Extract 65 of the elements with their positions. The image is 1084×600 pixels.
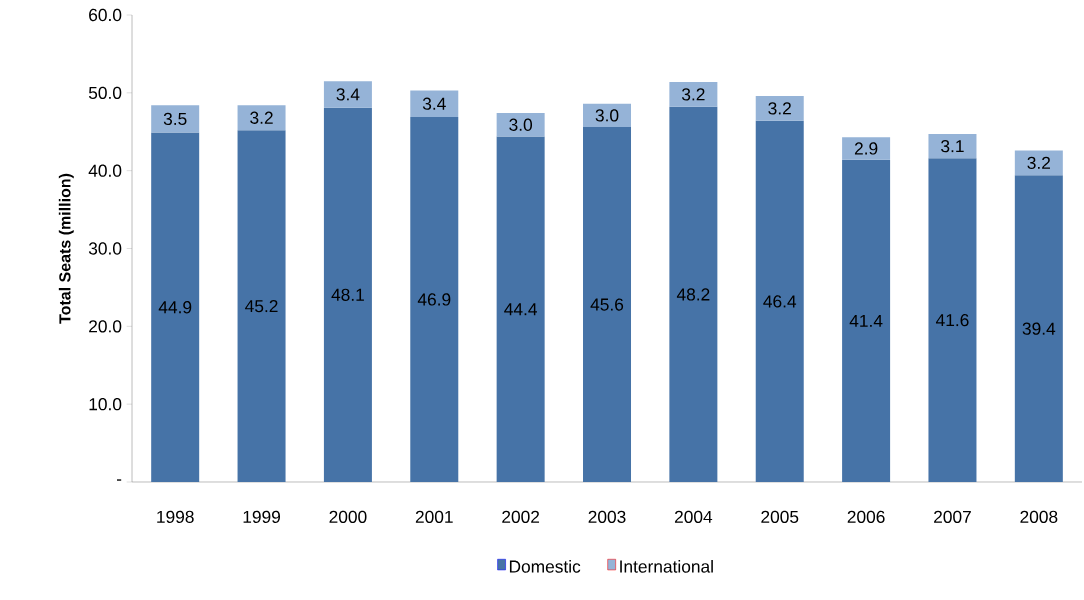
data-label: 3.2 [1027, 156, 1050, 170]
bar [496, 136, 545, 482]
data-label: 44.4 [504, 303, 538, 316]
bar [755, 95, 804, 121]
data-label: 2.9 [854, 142, 878, 155]
x-tick-label: 2008 [1020, 510, 1058, 523]
bar [151, 105, 200, 133]
x-tick-label: 1998 [157, 510, 194, 523]
y-tick-label: 40.0 [88, 164, 122, 177]
data-label: 46.4 [763, 295, 797, 308]
data-label: 41.4 [849, 314, 883, 327]
data-label: 3.0 [509, 118, 533, 131]
y-tick-label: 60.0 [89, 8, 122, 22]
bar [323, 107, 372, 482]
bar [410, 90, 459, 117]
data-label: 44.9 [158, 301, 192, 314]
data-label: 41.6 [935, 313, 969, 327]
bar [583, 127, 632, 482]
y-axis-title: Total Seats (million) [58, 173, 74, 324]
data-label: 48.1 [331, 288, 364, 301]
bar [496, 113, 545, 137]
data-label: 3.4 [336, 88, 360, 101]
data-label: 3.0 [595, 109, 619, 122]
x-tick-label: 2001 [415, 510, 453, 523]
data-label: 3.5 [163, 112, 187, 126]
x-tick-label: 2005 [761, 510, 799, 523]
bar [928, 134, 977, 159]
data-label: 3.1 [941, 140, 964, 153]
bar [1014, 150, 1063, 176]
bar [323, 81, 372, 108]
data-label: 45.6 [590, 298, 624, 311]
data-label: 39.4 [1022, 322, 1056, 335]
legend-label: International [620, 559, 713, 573]
x-tick-label: 2007 [934, 510, 971, 523]
data-label: 3.4 [422, 97, 446, 110]
y-tick-label: 10.0 [89, 398, 122, 411]
bar [237, 130, 286, 482]
data-label: 3.2 [681, 88, 705, 101]
bar [237, 105, 286, 131]
data-label: 45.2 [245, 299, 278, 313]
bar [583, 103, 632, 128]
legend-label: Domestic [509, 559, 581, 573]
data-label: 3.2 [250, 111, 273, 124]
data-label: 3.2 [768, 102, 791, 115]
bar [410, 116, 459, 482]
y-tick-label: 30.0 [88, 242, 122, 255]
bar [151, 132, 200, 482]
x-tick-label: 2000 [329, 510, 367, 523]
y-tick-label: - [116, 479, 122, 481]
bar [669, 106, 718, 482]
bar [755, 120, 804, 482]
data-label: 46.9 [417, 293, 451, 306]
y-tick-label: 20.0 [89, 320, 122, 333]
x-tick-label: 2004 [674, 510, 713, 523]
bar [1014, 175, 1063, 482]
bar [928, 158, 977, 482]
bar [669, 81, 718, 107]
x-tick-label: 1999 [243, 510, 281, 523]
x-tick-label: 2003 [588, 510, 626, 523]
bar [842, 137, 891, 160]
x-tick-label: 2006 [847, 510, 885, 523]
x-tick-label: 2002 [502, 510, 540, 523]
y-tick-label: 50.0 [88, 86, 122, 99]
bar [842, 159, 891, 482]
data-label: 48.2 [676, 288, 710, 301]
